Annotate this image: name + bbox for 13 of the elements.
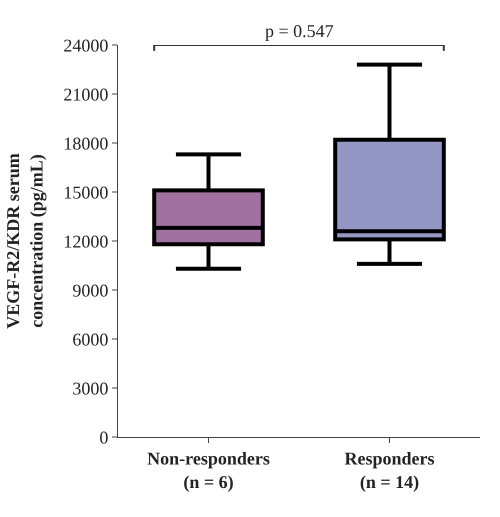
y-tick-label: 0 [99, 427, 108, 448]
y-tick-label: 9000 [72, 280, 108, 300]
y-tick-label: 6000 [72, 329, 108, 350]
y-tick-label: 3000 [72, 378, 108, 398]
y-tick-label: 21000 [63, 84, 108, 104]
y-tick-label: 15000 [63, 182, 108, 202]
x-tick-label: Non-responders (n = 6) [147, 448, 270, 492]
x-tick-label: Responders (n = 14) [344, 448, 435, 492]
y-tick-label: 24000 [63, 35, 108, 56]
y-axis-title: VEGF-R2/KDR serum concentration (pg/mL) [3, 153, 47, 329]
y-tick-label: 12000 [63, 231, 108, 252]
text: p = 0.547 [265, 21, 334, 41]
y-tick-label: 18000 [63, 133, 108, 154]
